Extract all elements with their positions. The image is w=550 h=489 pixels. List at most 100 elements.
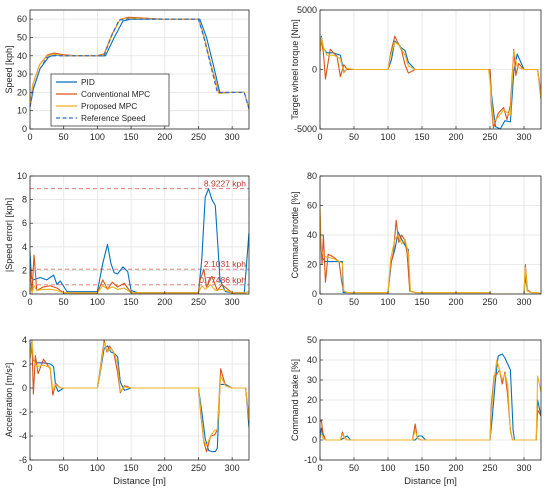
series-group (30, 16, 249, 110)
x-tick-label: 0 (317, 132, 322, 142)
x-tick-label: 100 (90, 297, 105, 307)
panel-brake: 0 50 100 150 200 250 300-1001020304050Command … (290, 335, 542, 487)
panel-throttle: 0 50 100 150 200 250 300 0 20 40 60 80 Command throt… (290, 171, 542, 307)
axes-box (29, 175, 250, 295)
x-tick-label: 300 (225, 297, 240, 307)
y-tick-label: 80 (307, 171, 317, 181)
y-tick-label: 5000 (297, 5, 317, 15)
x-tick-label: 100 (380, 132, 395, 142)
x-tick-label: 100 (380, 463, 395, 473)
x-tick-label: 250 (191, 297, 206, 307)
y-tick-label: 40 (307, 230, 317, 240)
y-tick-label: 0 (312, 289, 317, 299)
y-tick-label: -5000 (294, 124, 317, 134)
legend-box (50, 73, 170, 127)
x-tick-label: 0 (27, 132, 32, 142)
x-tick-label: 300 (225, 463, 240, 473)
y-tick-label: 0 (22, 383, 27, 393)
legend-label: PID (81, 77, 95, 87)
axes-box (29, 339, 250, 461)
y-tick-label: 4 (22, 242, 27, 252)
x-tick-label: 150 (124, 132, 139, 142)
x-tick-label: 200 (157, 132, 172, 142)
axes-box (29, 9, 250, 130)
legend-label: Proposed MPC (81, 101, 137, 111)
y-axis-label: |Speed error| [kph] (4, 198, 14, 272)
x-tick-label: 50 (349, 132, 359, 142)
y-tick-label: 60 (307, 201, 317, 211)
series-group (30, 188, 249, 294)
x-tick-label: 300 (225, 132, 240, 142)
x-tick-label: 200 (448, 297, 463, 307)
x-tick-label: 250 (482, 463, 497, 473)
x-tick-label: 200 (157, 463, 172, 473)
series-line-pid (30, 188, 249, 294)
x-axis-label: Distance [m] (404, 476, 457, 487)
legend: PID Conventional MPC Proposed MPC Reference… (50, 73, 170, 127)
y-tick-label: 10 (307, 415, 317, 425)
y-tick-label: 2 (22, 265, 27, 275)
series-line-conventional-mpc (30, 340, 249, 453)
panel-acceleration: 0 50 100 150 200 250 300 -6 -4 -2 0 2 4 Acceleration … (4, 335, 250, 487)
x-tick-label: 200 (157, 297, 172, 307)
y-tick-label: 20 (307, 260, 317, 270)
series-group (320, 353, 541, 441)
y-tick-label: 4 (22, 335, 27, 345)
y-tick-label: 30 (17, 69, 27, 79)
panel-speed: 0 50 100 150 200 250 300 0 10 20 30 40 50 60 Speed [kp… (4, 9, 250, 142)
x-tick-label: 0 (317, 463, 322, 473)
x-tick-label: 100 (90, 132, 105, 142)
y-axis-label: Acceleration [m/s²] (4, 363, 14, 438)
series-line-pid (30, 341, 249, 453)
y-tick-label: 0 (22, 124, 27, 134)
y-tick-label: 40 (307, 355, 317, 365)
legend-label: Conventional MPC (81, 89, 150, 99)
y-tick-label: 10 (17, 106, 27, 116)
series-line-proposed-mpc (30, 340, 249, 447)
y-tick-label: -4 (19, 431, 27, 441)
y-tick-label: 30 (307, 375, 317, 385)
y-tick-label: 60 (17, 14, 27, 24)
y-tick-label: 6 (22, 218, 27, 228)
y-tick-label: 0 (22, 289, 27, 299)
x-tick-label: 150 (124, 297, 139, 307)
series-line-proposed-mpc (320, 359, 541, 441)
series-line-pid (320, 35, 541, 129)
threshold-label: 2.1031 kph (204, 259, 246, 269)
y-tick-label: -10 (304, 455, 317, 465)
y-tick-label: 50 (17, 32, 27, 42)
y-tick-label: 8 (22, 195, 27, 205)
x-tick-label: 250 (191, 132, 206, 142)
threshold-label: 8.9227 kph (204, 179, 246, 189)
x-tick-label: 150 (124, 463, 139, 473)
x-tick-label: 200 (448, 132, 463, 142)
x-tick-label: 300 (516, 463, 531, 473)
series-line-reference-speed (30, 18, 249, 110)
plot-area (30, 176, 249, 294)
y-tick-label: 2 (22, 359, 27, 369)
series-group (320, 35, 541, 129)
x-tick-label: 100 (380, 297, 395, 307)
x-tick-label: 50 (59, 132, 69, 142)
y-tick-label: 0 (312, 435, 317, 445)
y-tick-label: 40 (17, 51, 27, 61)
plot-area (30, 340, 249, 460)
x-tick-label: 300 (516, 297, 531, 307)
y-tick-label: 50 (307, 335, 317, 345)
x-tick-label: 50 (59, 463, 69, 473)
y-axis-label: Speed [kph] (4, 45, 14, 93)
series-line-proposed-mpc (30, 17, 249, 110)
y-tick-label: 0 (312, 65, 317, 75)
x-tick-label: 100 (90, 463, 105, 473)
x-tick-label: 200 (448, 463, 463, 473)
x-tick-label: 150 (414, 132, 429, 142)
legend-label: Reference Speed (81, 113, 146, 123)
series-group (30, 340, 249, 453)
x-tick-label: 250 (191, 463, 206, 473)
y-axis-label: Target wheel torque [Nm] (290, 19, 300, 120)
y-axis-label: Command brake [%] (290, 359, 300, 441)
y-tick-label: 20 (307, 395, 317, 405)
series-line-proposed-mpc (320, 36, 541, 123)
